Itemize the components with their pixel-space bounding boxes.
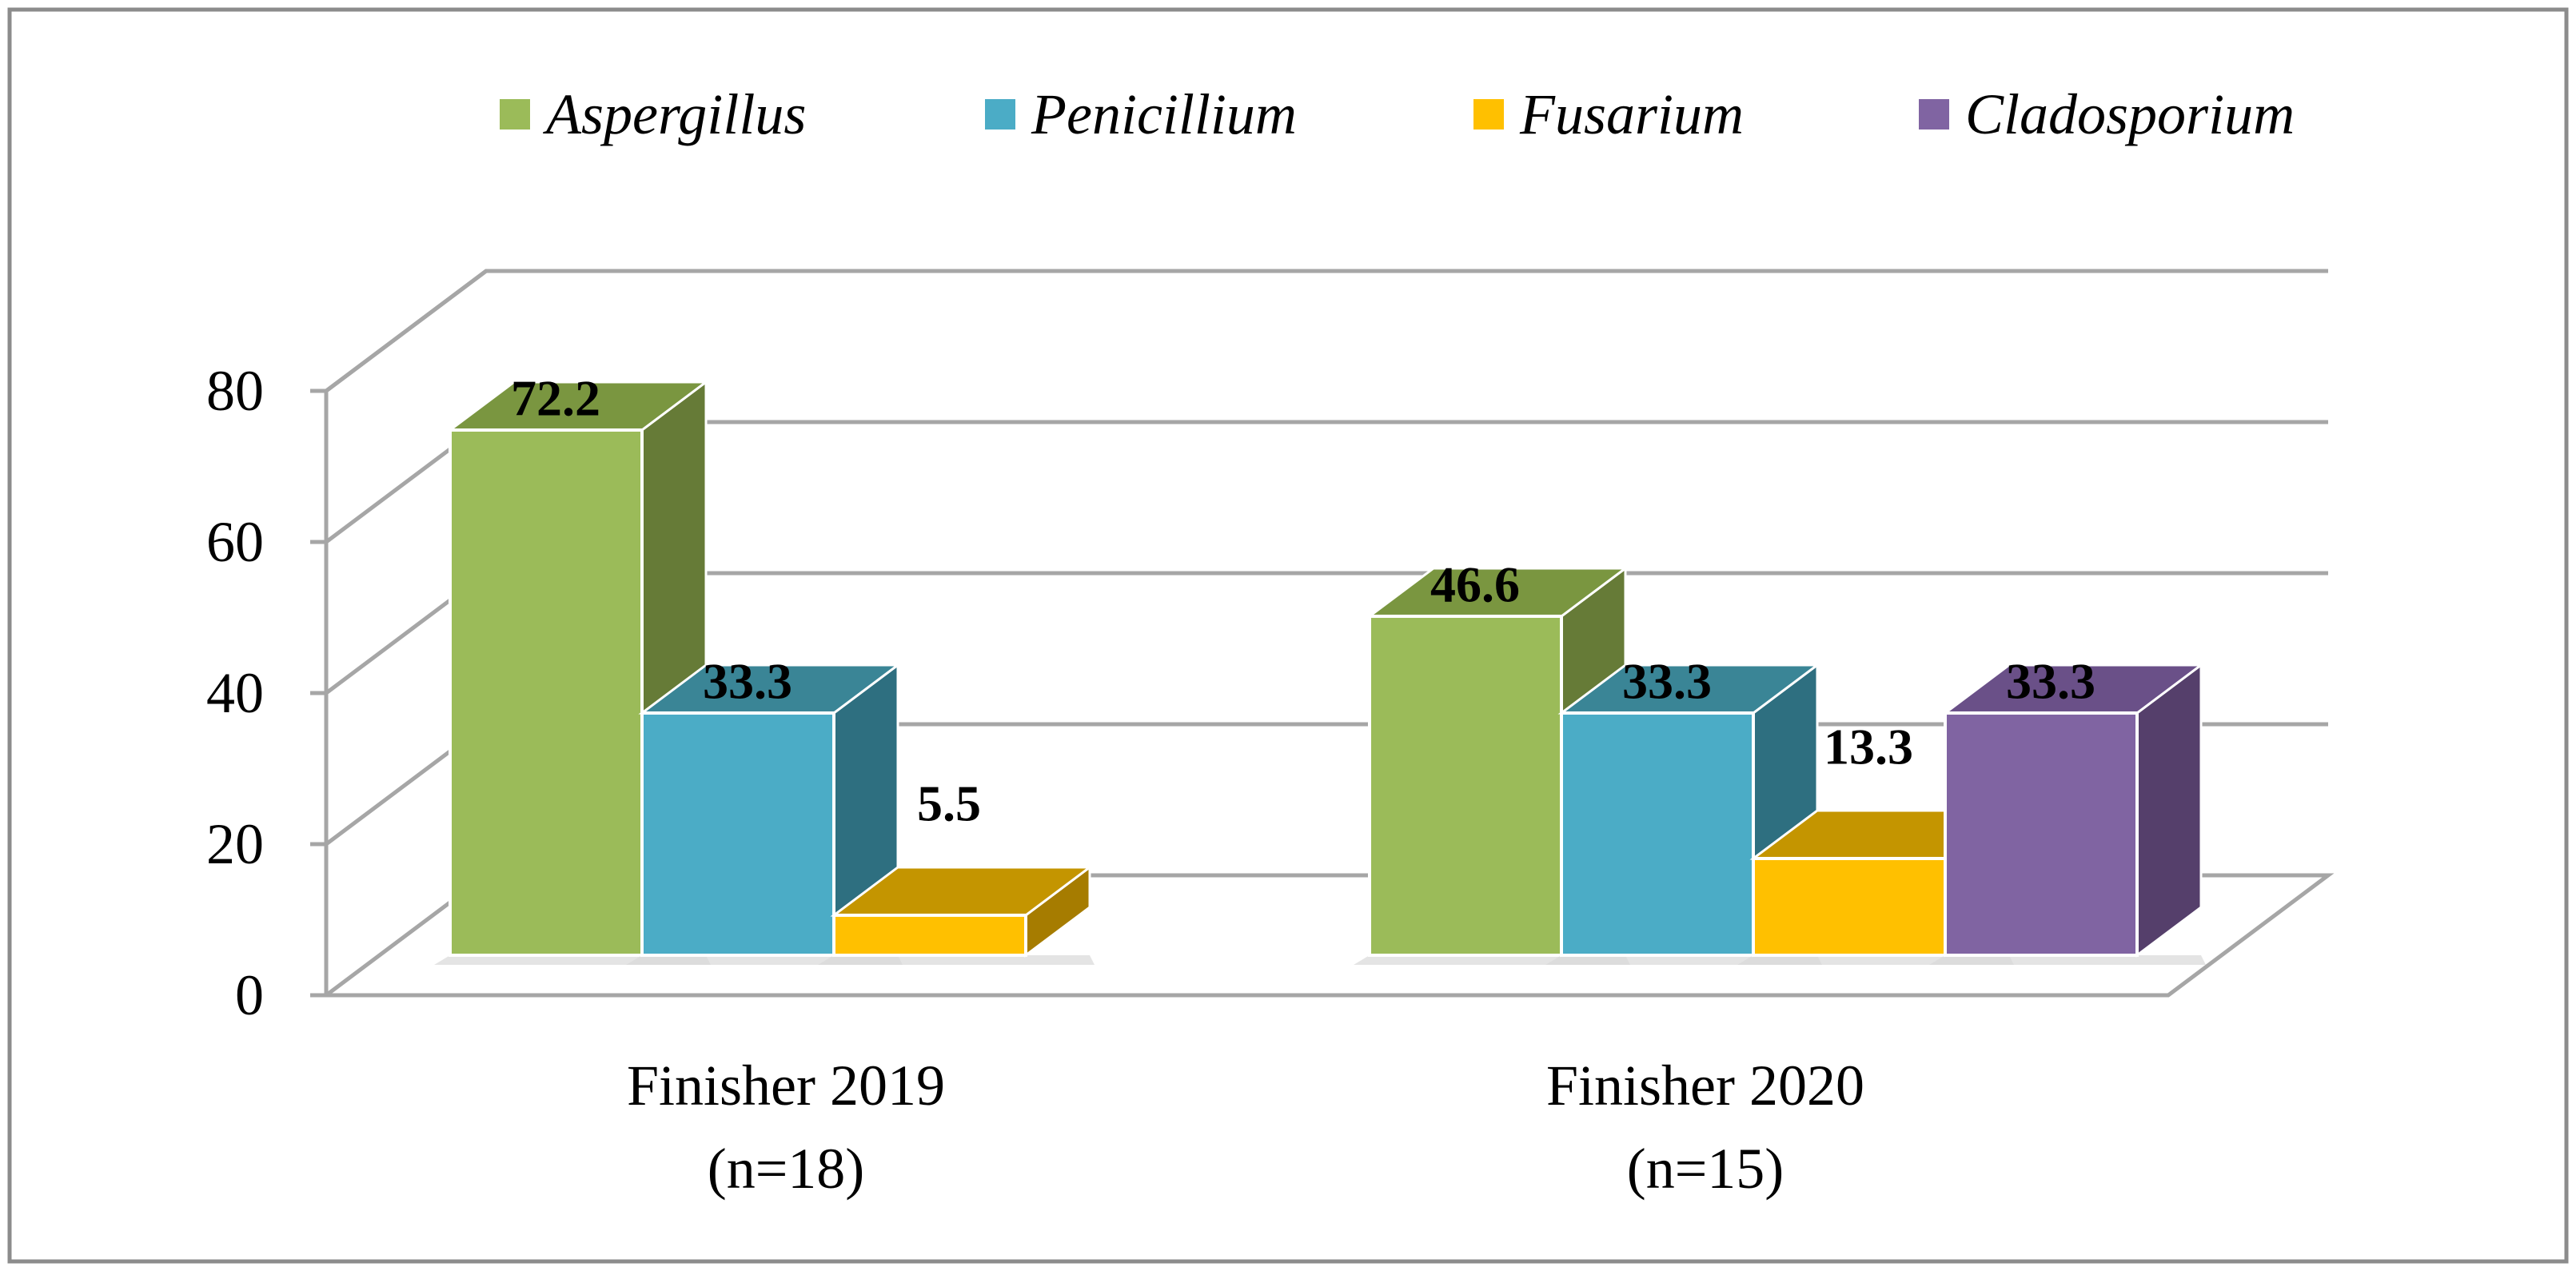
chart-frame	[7, 7, 2569, 1264]
category-sublabel-finisher-2019: (n=18)	[708, 1137, 865, 1201]
data-label-fusarium-finisher-2020: 13.3	[1824, 718, 1913, 775]
data-label-penicillium-finisher-2020: 33.3	[1622, 652, 1712, 709]
legend-label-cladosporium: Cladosporium	[1965, 82, 2295, 146]
bar-cladosporium-finisher-2020	[1929, 662, 2206, 965]
data-label-aspergillus-finisher-2019: 72.2	[511, 369, 600, 426]
y-tick-label-40: 40	[206, 661, 264, 725]
legend-swatch-penicillium	[985, 99, 1015, 129]
gridline-80	[325, 269, 2328, 392]
y-axis: 0 20 40 60 80	[206, 359, 326, 1027]
bar-front-face	[640, 711, 835, 957]
category-label-finisher-2019: Finisher 2019	[627, 1054, 945, 1118]
category-label-finisher-2020: Finisher 2020	[1546, 1054, 1864, 1118]
y-tick-label-80: 80	[206, 359, 264, 423]
x-axis-categories: Finisher 2019 (n=18) Finisher 2020 (n=15)	[627, 1054, 1864, 1201]
bar-front-face	[449, 428, 644, 957]
legend-item-fusarium: Fusarium	[1473, 82, 1744, 146]
legend-item-penicillium: Penicillium	[985, 82, 1297, 146]
bar-front-face	[1560, 711, 1755, 957]
bar-fusarium-finisher-2019	[818, 864, 1095, 965]
legend-item-aspergillus: Aspergillus	[500, 82, 806, 146]
data-label-cladosporium-finisher-2020: 33.3	[2006, 652, 2095, 709]
bar-side-face	[2135, 662, 2203, 958]
data-labels: 72.2 33.3 5.5 46.6 33.3 13.3 33.3	[511, 369, 2095, 831]
y-tick-label-60: 60	[206, 510, 264, 574]
legend-label-aspergillus: Aspergillus	[543, 82, 806, 146]
data-label-penicillium-finisher-2019: 33.3	[703, 652, 792, 709]
bar-front-face	[832, 913, 1027, 957]
bar-front-face	[1368, 614, 1563, 957]
legend-swatch-aspergillus	[500, 99, 530, 129]
y-tick-label-0: 0	[235, 963, 264, 1027]
legend: Aspergillus Penicillium Fusarium Cladospori…	[500, 82, 2295, 146]
bar-shadow	[818, 955, 1095, 965]
data-label-aspergillus-finisher-2020: 46.6	[1430, 556, 1520, 612]
bar-aspergillus-finisher-2019	[434, 379, 711, 965]
legend-label-fusarium: Fusarium	[1519, 82, 1744, 146]
legend-swatch-fusarium	[1473, 99, 1504, 129]
bars	[434, 379, 2206, 965]
bar-front-face	[1944, 711, 2139, 957]
legend-swatch-cladosporium	[1919, 99, 1949, 129]
bar-shadow	[1929, 955, 2206, 965]
category-sublabel-finisher-2020: (n=15)	[1627, 1137, 1784, 1201]
legend-label-penicillium: Penicillium	[1031, 82, 1297, 146]
data-label-fusarium-finisher-2019: 5.5	[917, 775, 981, 831]
bar-front-face	[1752, 856, 1947, 957]
y-tick-label-20: 20	[206, 812, 264, 876]
legend-item-cladosporium: Cladosporium	[1919, 82, 2295, 146]
